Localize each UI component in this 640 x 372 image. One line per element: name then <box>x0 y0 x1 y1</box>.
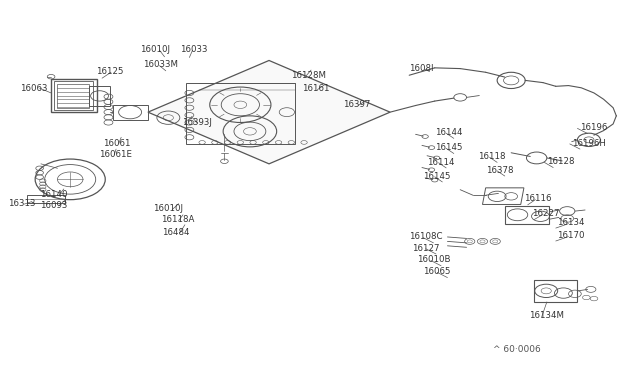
Text: 16128: 16128 <box>547 157 574 166</box>
Text: 16010J: 16010J <box>140 45 170 54</box>
Text: 16378: 16378 <box>486 166 513 174</box>
Bar <box>54 81 93 110</box>
Text: 16227: 16227 <box>532 209 559 218</box>
Text: 16118A: 16118A <box>161 215 194 224</box>
Text: 16093: 16093 <box>40 201 67 210</box>
Text: 16144: 16144 <box>435 128 462 137</box>
Text: 16061E: 16061E <box>99 150 132 159</box>
Bar <box>27 195 65 203</box>
Text: 16393J: 16393J <box>182 118 212 127</box>
Polygon shape <box>148 61 390 164</box>
Text: 16128M: 16128M <box>291 71 326 80</box>
Text: 16134M: 16134M <box>529 311 564 320</box>
Bar <box>90 86 109 106</box>
Bar <box>186 83 294 144</box>
Text: ^ 60·0006: ^ 60·0006 <box>493 345 541 354</box>
Text: 16134: 16134 <box>557 218 584 227</box>
Text: 16145: 16145 <box>435 143 462 152</box>
Text: 1608I: 1608I <box>409 64 434 73</box>
Bar <box>51 79 97 112</box>
Text: 16170: 16170 <box>557 231 584 240</box>
Text: 16116: 16116 <box>524 195 552 203</box>
Text: 16161: 16161 <box>302 84 330 93</box>
Text: 16114: 16114 <box>427 157 454 167</box>
Text: 16063: 16063 <box>20 84 48 93</box>
Text: 16033: 16033 <box>180 45 207 54</box>
Text: 16033M: 16033M <box>143 60 178 70</box>
Text: 16484: 16484 <box>162 228 189 237</box>
Text: 16397: 16397 <box>343 100 371 109</box>
Text: 16065: 16065 <box>423 267 451 276</box>
Text: 16125: 16125 <box>96 67 123 76</box>
Text: 16313: 16313 <box>8 199 35 208</box>
Text: 16140: 16140 <box>40 190 67 199</box>
Text: 16196H: 16196H <box>572 139 606 148</box>
Text: 16196: 16196 <box>580 123 607 132</box>
Text: 16127: 16127 <box>412 244 439 253</box>
Text: 16108C: 16108C <box>409 232 443 241</box>
Text: 16010B: 16010B <box>417 255 451 264</box>
Bar <box>505 206 549 224</box>
Bar <box>58 84 90 108</box>
Text: 16118: 16118 <box>478 152 506 161</box>
Text: 16061: 16061 <box>103 139 131 148</box>
Text: 16145: 16145 <box>423 171 451 180</box>
Bar <box>534 280 577 302</box>
Text: 16010J: 16010J <box>153 204 183 214</box>
